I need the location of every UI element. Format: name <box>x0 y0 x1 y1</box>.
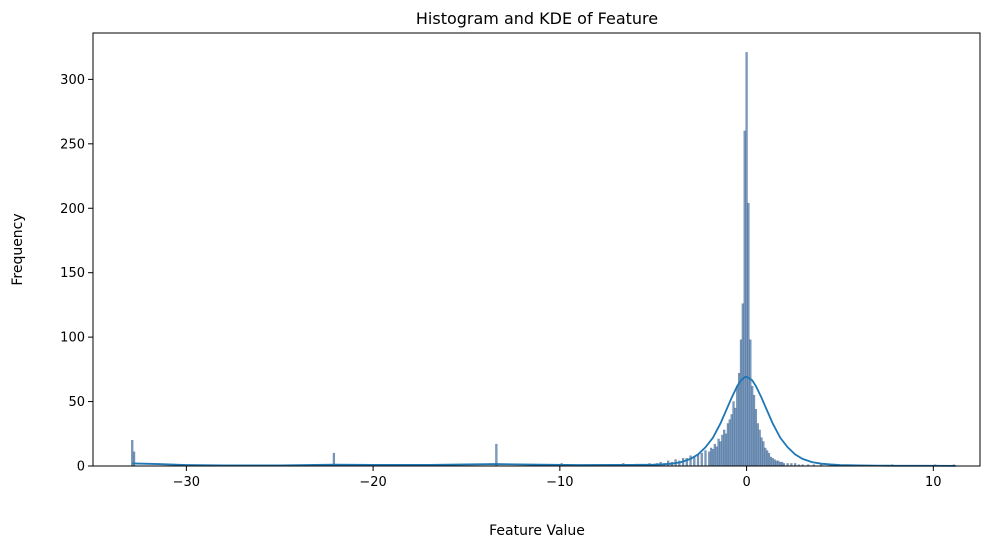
histogram-bar <box>131 440 134 467</box>
y-tick-label: 250 <box>60 137 85 152</box>
histogram-bar <box>737 373 741 467</box>
histogram-bar <box>769 456 772 467</box>
histogram-bar <box>747 202 750 467</box>
y-tick-label: 300 <box>60 73 85 88</box>
histogram-bar <box>708 451 711 467</box>
histogram-bar <box>767 452 771 467</box>
histogram-bar <box>764 447 767 467</box>
y-tick-label: 150 <box>60 266 85 281</box>
histogram-bar <box>689 455 692 467</box>
y-axis-label: Frequency <box>10 213 26 285</box>
x-tick-label: 0 <box>742 475 750 490</box>
y-axis: 0 50 100 150 200 250 300 <box>60 73 93 475</box>
histogram-bar <box>775 460 778 467</box>
histogram-bar <box>704 450 707 467</box>
y-tick-label: 100 <box>60 331 85 346</box>
x-tick-label: −10 <box>546 475 573 490</box>
histogram-bars <box>131 52 955 467</box>
histogram-bar <box>741 303 744 467</box>
histogram-bar <box>751 385 754 467</box>
histogram-bar <box>732 401 735 467</box>
histogram-bar <box>736 385 739 467</box>
histogram-bar <box>700 452 703 467</box>
histogram-bar <box>779 461 782 467</box>
histogram-bar <box>713 443 716 467</box>
y-tick-label: 200 <box>60 202 85 217</box>
histogram-bar <box>709 447 713 467</box>
histogram-bar <box>749 339 752 467</box>
histogram-bar <box>693 456 696 467</box>
histogram-bar <box>721 434 724 467</box>
x-tick-label: −20 <box>359 475 386 490</box>
kde-curve <box>132 375 956 467</box>
histogram-bar <box>739 339 743 467</box>
histogram-bar <box>696 454 700 467</box>
histogram-bar <box>758 429 761 467</box>
x-axis-label: Feature Value <box>489 523 585 539</box>
histogram-bar <box>726 423 730 467</box>
histogram-bar <box>762 441 765 467</box>
histogram-bar <box>723 429 726 467</box>
histogram-bar <box>777 460 780 467</box>
plot-frame <box>92 32 981 467</box>
histogram-bar <box>765 450 769 467</box>
histogram-bar <box>495 443 498 467</box>
histogram-bar <box>743 130 746 467</box>
histogram-bar <box>711 449 715 467</box>
histogram-bar <box>754 409 758 467</box>
histogram-bar <box>730 414 733 467</box>
chart-title: Histogram and KDE of Feature <box>416 9 658 28</box>
histogram-bar <box>724 433 728 467</box>
histogram-bar <box>752 394 756 467</box>
histogram-bar <box>717 438 720 467</box>
histogram-bar <box>728 419 731 467</box>
histogram-bar <box>756 423 759 467</box>
x-tick-label: 10 <box>925 475 942 490</box>
x-axis: −30 −20 −10 0 10 <box>173 466 942 490</box>
histogram-bar <box>715 446 718 467</box>
histogram-bar <box>771 458 774 467</box>
histogram-bar <box>780 461 784 467</box>
histogram-bar <box>745 52 748 467</box>
y-tick-label: 50 <box>68 395 85 410</box>
y-tick-label: 0 <box>77 460 85 475</box>
x-tick-label: −30 <box>173 475 200 490</box>
histogram-bar <box>760 437 763 467</box>
histogram-bar <box>719 441 722 467</box>
histogram-bar <box>734 407 737 467</box>
histogram-bar <box>773 459 776 467</box>
